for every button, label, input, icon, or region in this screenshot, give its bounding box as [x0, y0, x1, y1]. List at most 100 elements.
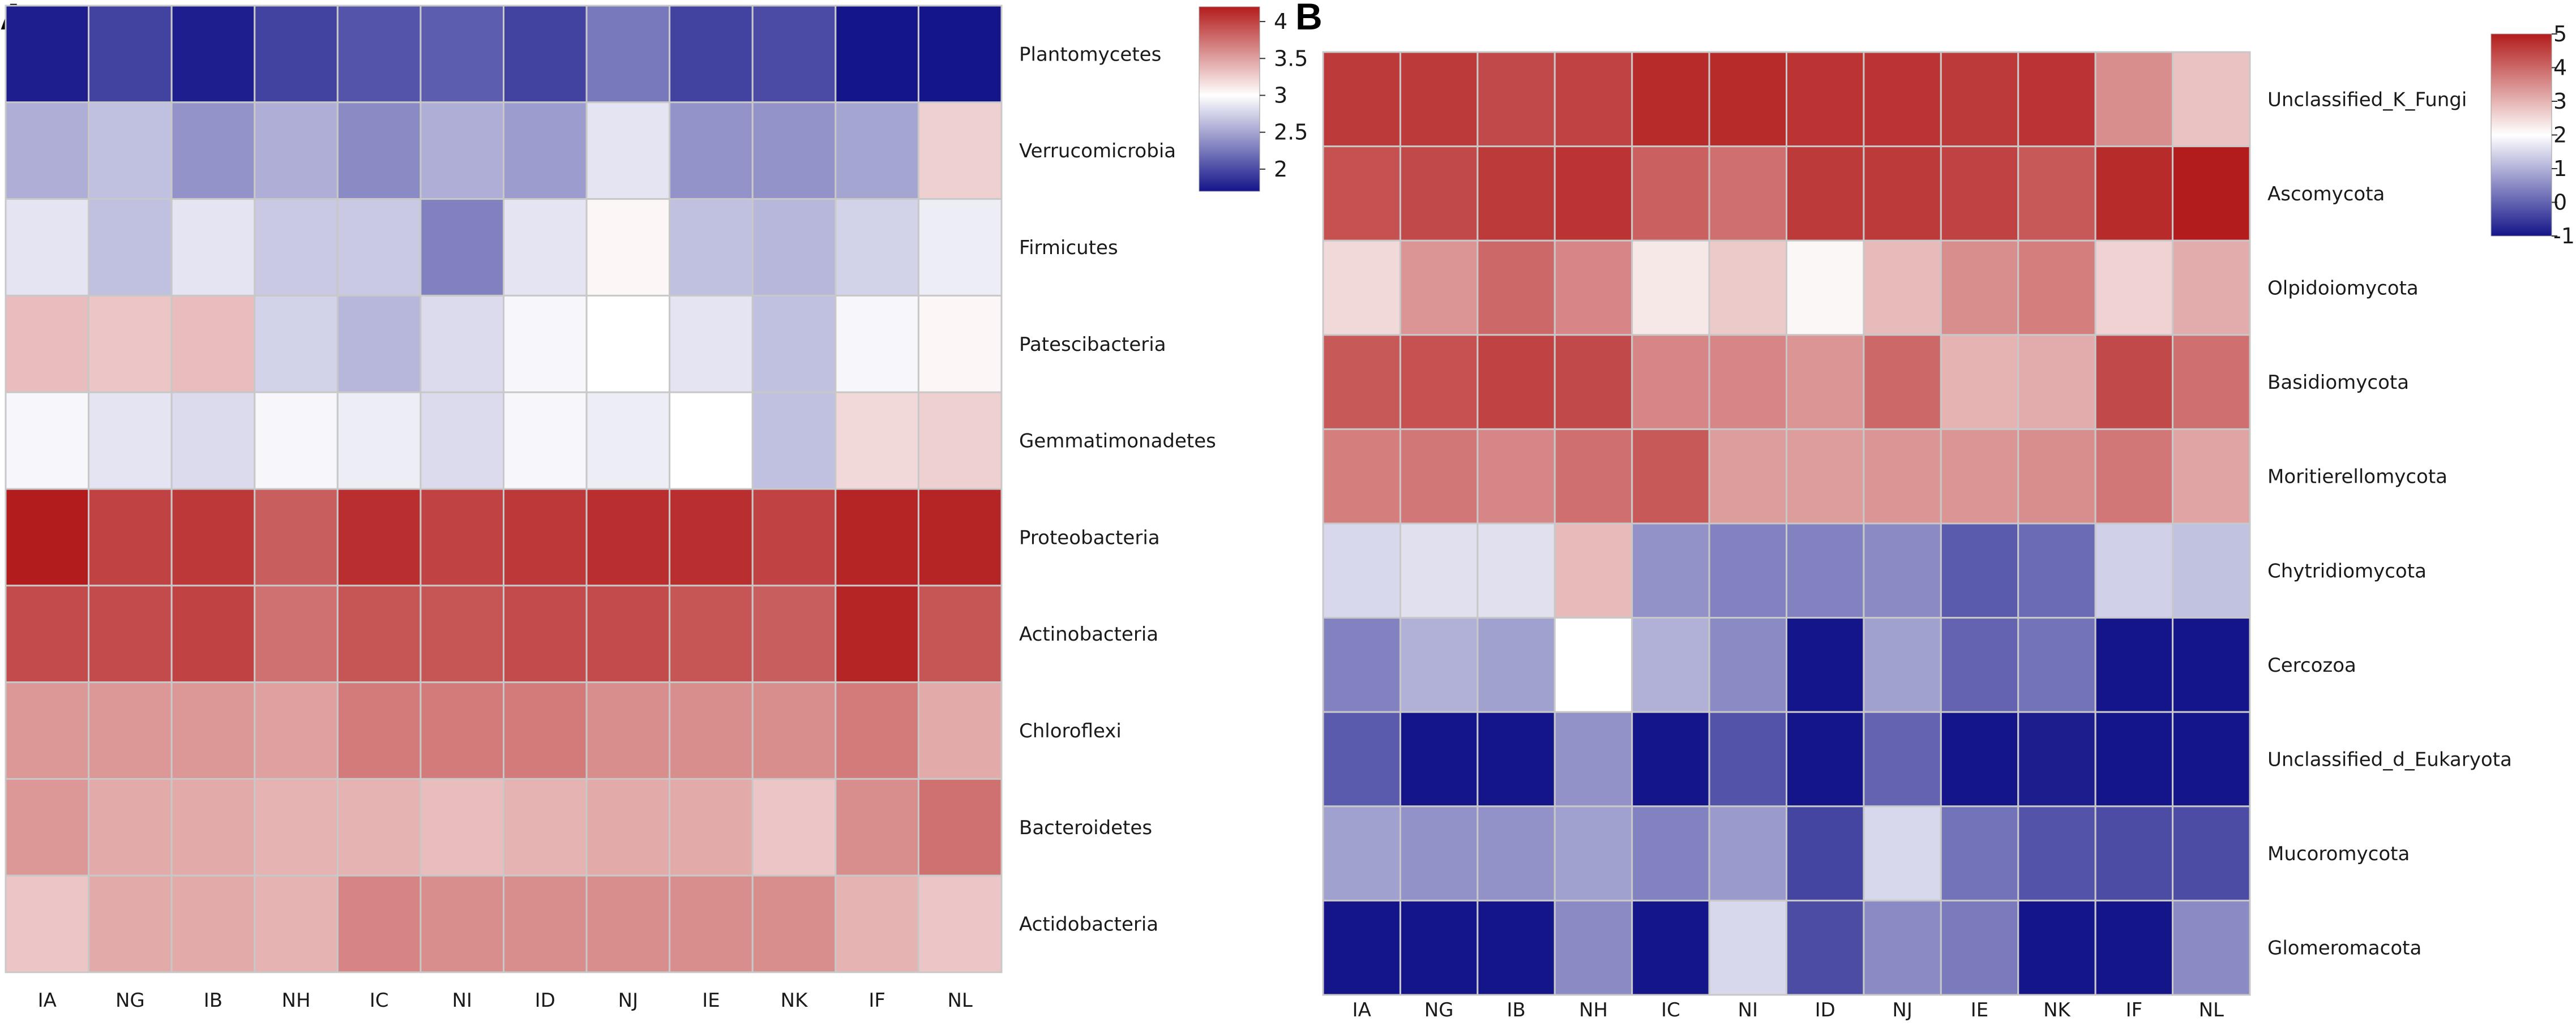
column-label: IF — [868, 989, 885, 1012]
heatmap-cell — [2017, 899, 2096, 996]
heatmap-cell — [2017, 805, 2096, 901]
heatmap-cell — [420, 778, 505, 877]
heatmap-cell — [835, 585, 919, 684]
heatmap-cell — [917, 5, 1003, 104]
column-label: NH — [282, 989, 311, 1012]
heatmap-cell — [917, 681, 1003, 780]
heatmap-cell — [1399, 711, 1479, 808]
row-label: Actinobacteria — [1019, 623, 1158, 646]
heatmap-cell — [5, 488, 90, 587]
heatmap-cell — [503, 585, 588, 684]
heatmap-cell — [1863, 899, 1942, 996]
heatmap-cell — [1863, 428, 1942, 525]
heatmap-cell — [1940, 145, 2019, 242]
heatmap-cell — [1940, 428, 2019, 525]
heatmap-cell — [420, 198, 505, 297]
heatmap-cell — [585, 294, 671, 393]
heatmap-cell — [1786, 899, 1865, 996]
heatmap-cell — [1786, 617, 1865, 713]
heatmap-cell — [2094, 899, 2174, 996]
heatmap-cell — [1322, 239, 1401, 336]
column-label: NK — [781, 989, 808, 1012]
heatmap-cell — [1322, 899, 1401, 996]
heatmap-cell — [1631, 334, 1710, 430]
column-label: IE — [1971, 999, 1989, 1021]
heatmap-cell — [254, 778, 339, 877]
colorbar-tick-label: 5 — [2553, 22, 2567, 46]
heatmap-cell — [585, 874, 671, 973]
heatmap-cell — [1399, 805, 1479, 901]
heatmap-cell — [2172, 805, 2251, 901]
heatmap-cell — [1399, 51, 1479, 148]
colorbar-tick-label: 2 — [1274, 157, 1287, 182]
heatmap-cell — [1554, 899, 1633, 996]
heatmap-cell — [1786, 711, 1865, 808]
heatmap-cell — [170, 294, 256, 393]
heatmap-cell — [1554, 51, 1633, 148]
colorbar-tick-label: 3 — [1274, 83, 1287, 108]
heatmap-cell — [2172, 522, 2251, 619]
heatmap-cell — [170, 585, 256, 684]
heatmap-cell — [5, 585, 90, 684]
row-label: Basidiomycota — [2267, 371, 2409, 394]
heatmap-cell — [751, 585, 837, 684]
column-label: IC — [1661, 999, 1680, 1021]
row-label: Firmicutes — [1019, 237, 1118, 259]
heatmap-cell — [420, 294, 505, 393]
heatmap-cell — [2172, 617, 2251, 713]
heatmap-cell — [1477, 145, 1556, 242]
heatmap-cell — [585, 101, 671, 200]
heatmap-cell — [254, 294, 339, 393]
heatmap-cell — [1477, 711, 1556, 808]
heatmap-cell — [669, 681, 754, 780]
heatmap-cell — [751, 391, 837, 490]
heatmap-cell — [1708, 617, 1787, 713]
heatmap-cell — [503, 5, 588, 104]
heatmap-cell — [254, 874, 339, 973]
heatmap-cell — [336, 874, 422, 973]
heatmap-cell — [1631, 899, 1710, 996]
heatmap-cell — [835, 5, 919, 104]
heatmap-cell — [1708, 899, 1787, 996]
heatmap-cell — [2094, 239, 2174, 336]
heatmap-cell — [254, 391, 339, 490]
heatmap-cell — [835, 198, 919, 297]
heatmap-cell — [1940, 239, 2019, 336]
heatmap-cell — [336, 5, 422, 104]
heatmap-cell — [2172, 51, 2251, 148]
heatmap-cell — [1940, 711, 2019, 808]
heatmap-cell — [917, 488, 1003, 587]
heatmap-cell — [336, 585, 422, 684]
column-label: NJ — [618, 989, 638, 1012]
row-label: Olpidoiomycota — [2267, 277, 2419, 300]
heatmap-cell — [835, 488, 919, 587]
heatmap-cell — [1786, 334, 1865, 430]
heatmap-cell — [1477, 899, 1556, 996]
heatmap-cell — [503, 391, 588, 490]
heatmap-cell — [1786, 239, 1865, 336]
heatmap-cell — [420, 585, 505, 684]
heatmap-cell — [1477, 617, 1556, 713]
heatmap-cell — [2017, 522, 2096, 619]
heatmap-cell — [751, 681, 837, 780]
heatmap-cell — [585, 198, 671, 297]
heatmap-cell — [1477, 522, 1556, 619]
heatmap-cell — [420, 101, 505, 200]
heatmap-cell — [669, 874, 754, 973]
heatmap-cell — [835, 391, 919, 490]
heatmap-cell — [1863, 51, 1942, 148]
heatmap-cell — [917, 101, 1003, 200]
heatmap-cell — [170, 5, 256, 104]
colorbar-tick-label: 1 — [2553, 156, 2567, 181]
heatmap-cell — [1631, 239, 1710, 336]
heatmap-cell — [1322, 617, 1401, 713]
column-label: ID — [1815, 999, 1835, 1021]
heatmap-cell — [1322, 522, 1401, 619]
heatmap-cell — [1477, 51, 1556, 148]
column-label: NG — [115, 989, 145, 1012]
heatmap-cell — [1477, 805, 1556, 901]
column-label: NI — [1738, 999, 1758, 1021]
heatmap-cell — [751, 101, 837, 200]
row-label: Ascomycota — [2267, 183, 2385, 205]
heatmap-cell — [5, 778, 90, 877]
